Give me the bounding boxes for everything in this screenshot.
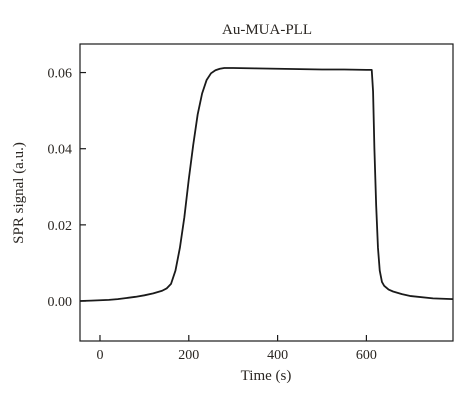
series-line xyxy=(79,67,454,302)
x-tick-label: 0 xyxy=(96,348,103,363)
x-axis-label: Time (s) xyxy=(241,368,292,384)
y-axis: 0.00 0.02 0.04 0.06 xyxy=(48,67,86,310)
x-axis: 0 200 400 600 xyxy=(96,335,377,363)
y-tick-label: 0.02 xyxy=(48,219,73,234)
y-tick-label: 0.06 xyxy=(48,67,73,82)
y-tick-label: 0.00 xyxy=(48,295,73,310)
x-tick-label: 600 xyxy=(356,348,377,363)
plot-frame xyxy=(79,43,454,342)
x-tick-label: 400 xyxy=(267,348,288,363)
y-axis-label: SPR signal (a.u.) xyxy=(11,142,27,244)
y-tick-label: 0.04 xyxy=(48,143,73,158)
x-tick-label: 200 xyxy=(178,348,199,363)
chart-title: Au-MUA-PLL xyxy=(222,22,312,38)
